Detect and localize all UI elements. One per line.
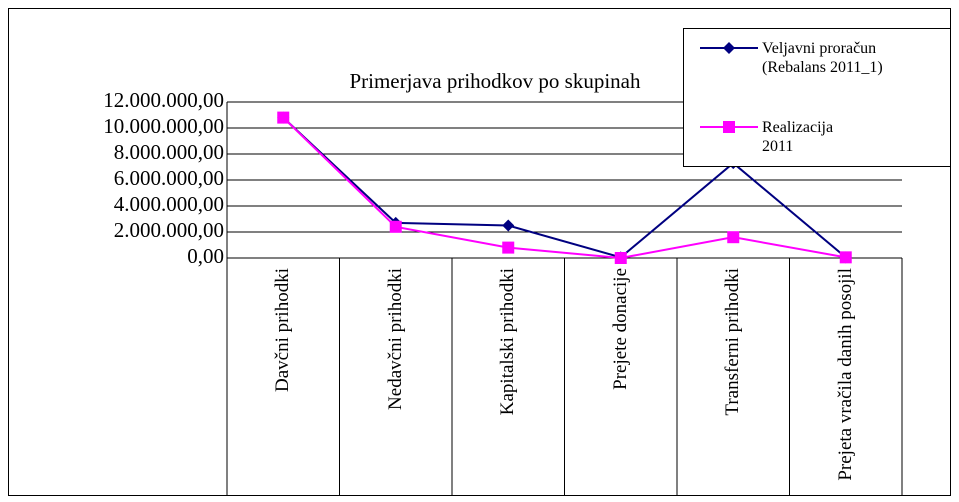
marker (727, 231, 740, 244)
x-tick-label: Kapitalski prihodki (497, 268, 519, 416)
series-line (282, 116, 846, 260)
y-tick-label: 12.000.000,00 (103, 88, 224, 112)
y-tick-label: 4.000.000,00 (114, 192, 224, 216)
marker (502, 219, 515, 232)
marker (502, 241, 515, 254)
x-tick-label: Prejete donacije (609, 268, 631, 390)
y-tick-label: 6.000.000,00 (114, 166, 224, 190)
marker (614, 252, 627, 264)
chart-title: Primerjava prihodkov po skupinah (349, 69, 641, 93)
x-tick-label: Transferni prihodki (722, 268, 744, 416)
y-tick-label: 2.000.000,00 (114, 218, 224, 242)
y-tick-label: 10.000.000,00 (103, 114, 224, 138)
marker (723, 121, 735, 133)
x-tick-label: Davčni prihodki (272, 268, 294, 393)
y-tick-label: 8.000.000,00 (114, 140, 224, 164)
x-tick-label: Nedavčni prihodki (384, 268, 406, 410)
legend-label: Realizacija 2011 (762, 119, 834, 155)
legend-label: Veljavni proračun (Rebalans 2011_1) (762, 40, 883, 76)
marker (389, 220, 402, 233)
series-line (282, 116, 847, 259)
x-tick-label: Prejeta vračila danih posojil (834, 268, 856, 481)
y-tick-label: 0,00 (187, 244, 224, 268)
marker (277, 111, 290, 124)
marker (723, 42, 735, 54)
marker (839, 251, 852, 264)
